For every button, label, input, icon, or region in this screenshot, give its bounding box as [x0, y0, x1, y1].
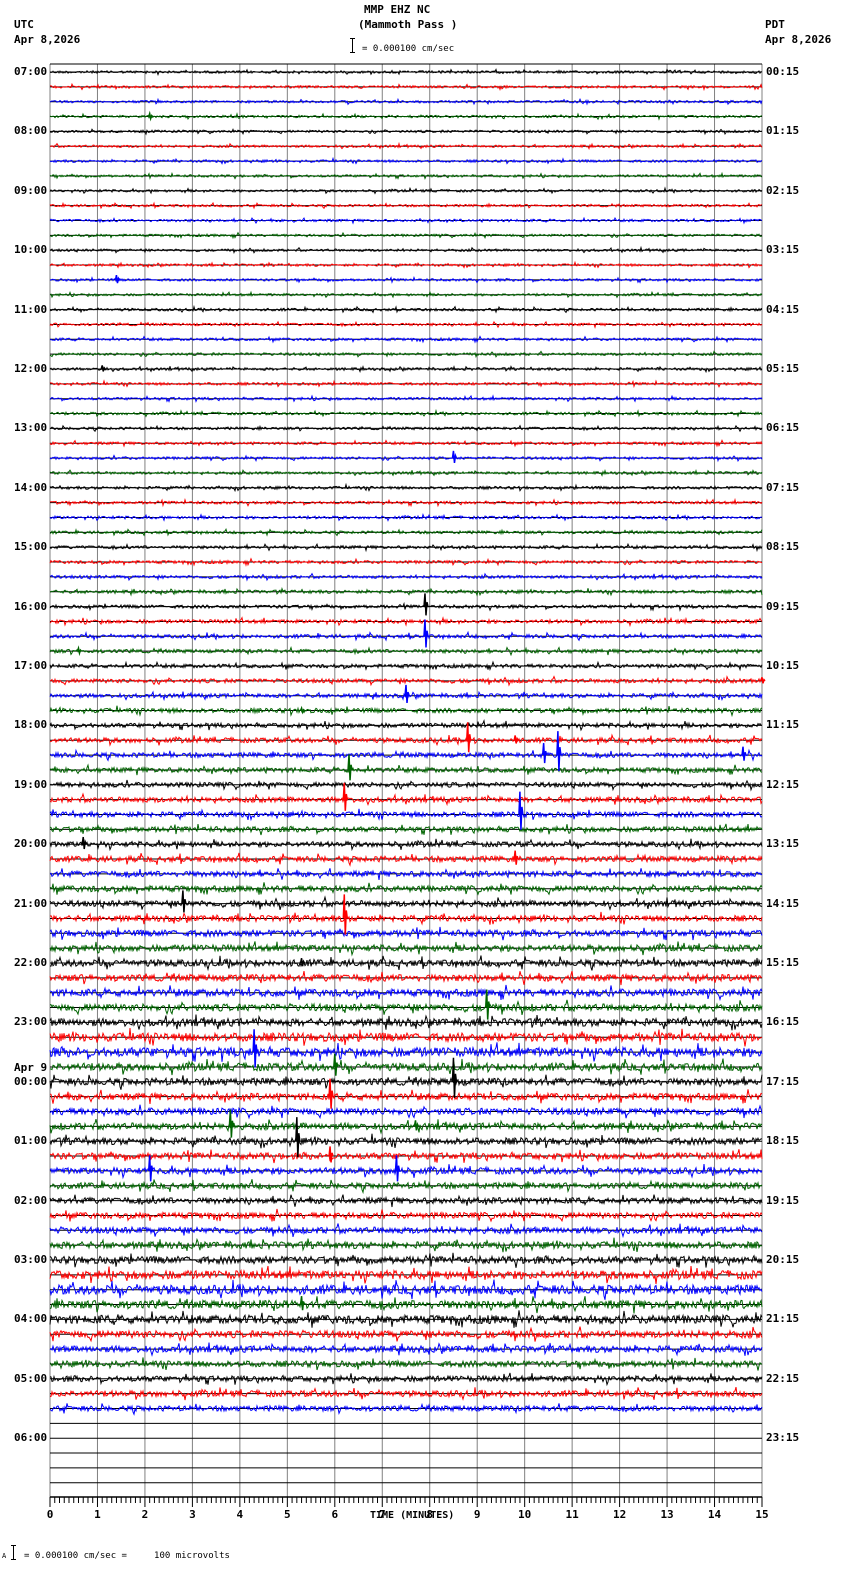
utc-time-label: 11:00	[14, 302, 48, 316]
pdt-time-label: 13:15	[766, 837, 800, 851]
footer-scale-prefix: A	[2, 1552, 7, 1560]
pdt-time-label: 19:15	[766, 1193, 800, 1207]
utc-time-label: 16:00	[14, 599, 48, 613]
utc-time-label: 10:00	[14, 243, 48, 257]
pdt-time-label: 12:15	[766, 777, 800, 791]
scale-text: = 0.000100 cm/sec	[362, 44, 455, 54]
pdt-time-label: 04:15	[766, 302, 800, 316]
right-date: Apr 8,2026	[765, 33, 832, 46]
pdt-time-label: 21:15	[766, 1312, 800, 1326]
utc-time-label: 14:00	[14, 480, 48, 494]
station-location: (Mammoth Pass )	[358, 18, 458, 31]
right-timezone: PDT	[765, 18, 785, 31]
x-tick-label: 10	[518, 1508, 531, 1521]
utc-time-label: 04:00	[14, 1312, 48, 1326]
x-tick-label: 1	[94, 1508, 101, 1521]
pdt-time-label: 09:15	[766, 599, 800, 613]
pdt-time-label: 01:15	[766, 124, 800, 138]
utc-time-label: 05:00	[14, 1371, 48, 1385]
x-tick-label: 9	[474, 1508, 481, 1521]
utc-time-label: 21:00	[14, 896, 48, 910]
x-tick-label: 3	[189, 1508, 196, 1521]
x-axis-label: TIME (MINUTES)	[370, 1510, 455, 1521]
x-tick-label: 2	[142, 1508, 149, 1521]
pdt-time-label: 16:15	[766, 1015, 800, 1029]
x-tick-label: 11	[566, 1508, 580, 1521]
pdt-time-label: 20:15	[766, 1253, 800, 1266]
utc-time-label: 02:00	[14, 1193, 48, 1207]
utc-time-label: 18:00	[14, 718, 48, 732]
x-tick-label: 4	[237, 1508, 244, 1521]
x-tick-label: 12	[613, 1508, 626, 1521]
pdt-time-label: 15:15	[766, 956, 800, 969]
utc-time-label: 07:00	[14, 65, 48, 78]
utc-time-label: 15:00	[14, 540, 48, 554]
pdt-time-label: 14:15	[766, 896, 800, 910]
left-timezone: UTC	[14, 18, 34, 31]
utc-time-label: 22:00	[14, 956, 48, 969]
utc-time-label: 06:00	[14, 1431, 48, 1445]
pdt-time-label: 06:15	[766, 421, 800, 435]
utc-time-label: 01:00	[14, 1134, 48, 1148]
pdt-time-label: 00:15	[766, 65, 800, 78]
pdt-time-label: 23:15	[766, 1431, 800, 1445]
utc-time-label: 09:00	[14, 183, 48, 197]
utc-time-label: 20:00	[14, 837, 48, 851]
utc-time-label: 19:00	[14, 777, 48, 791]
utc-time-label: 03:00	[14, 1253, 48, 1266]
scale-bar-icon	[350, 38, 358, 53]
x-tick-label: 14	[708, 1508, 722, 1521]
pdt-time-label: 07:15	[766, 480, 800, 494]
utc-time-label: 12:00	[14, 362, 48, 375]
x-tick-label: 15	[755, 1508, 768, 1521]
pdt-time-label: 11:15	[766, 718, 800, 732]
utc-time-label: 00:00	[14, 1074, 48, 1088]
utc-time-label: 08:00	[14, 124, 48, 138]
pdt-time-label: 22:15	[766, 1371, 800, 1385]
x-tick-label: 5	[284, 1508, 291, 1521]
utc-time-label: 13:00	[14, 421, 48, 435]
station-title: MMP EHZ NC	[364, 3, 431, 16]
utc-time-label: 17:00	[14, 659, 48, 672]
pdt-time-label: 02:15	[766, 183, 800, 197]
pdt-time-label: 05:15	[766, 362, 800, 375]
footer-scale-bar-icon	[11, 1545, 19, 1560]
footer-scale-text: = 0.000100 cm/sec = 100 microvolts	[24, 1551, 230, 1561]
x-tick-label: 7	[379, 1508, 386, 1521]
date-change-label: Apr 9	[14, 1060, 48, 1074]
pdt-time-label: 18:15	[766, 1134, 800, 1148]
x-tick-label: 8	[426, 1508, 433, 1521]
pdt-time-label: 08:15	[766, 540, 800, 554]
x-tick-label: 13	[660, 1508, 673, 1521]
pdt-time-label: 17:15	[766, 1074, 800, 1088]
left-date: Apr 8,2026	[14, 33, 81, 46]
x-tick-label: 0	[47, 1508, 54, 1521]
pdt-time-label: 03:15	[766, 243, 800, 257]
pdt-time-label: 10:15	[766, 659, 800, 672]
x-tick-label: 6	[331, 1508, 338, 1521]
utc-time-label: 23:00	[14, 1015, 48, 1029]
